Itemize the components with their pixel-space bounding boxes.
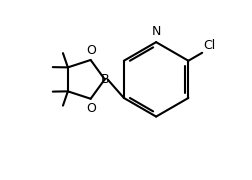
Text: O: O <box>86 102 96 115</box>
Text: B: B <box>100 73 109 86</box>
Text: O: O <box>86 44 96 57</box>
Text: Cl: Cl <box>203 39 215 52</box>
Text: N: N <box>151 25 161 38</box>
